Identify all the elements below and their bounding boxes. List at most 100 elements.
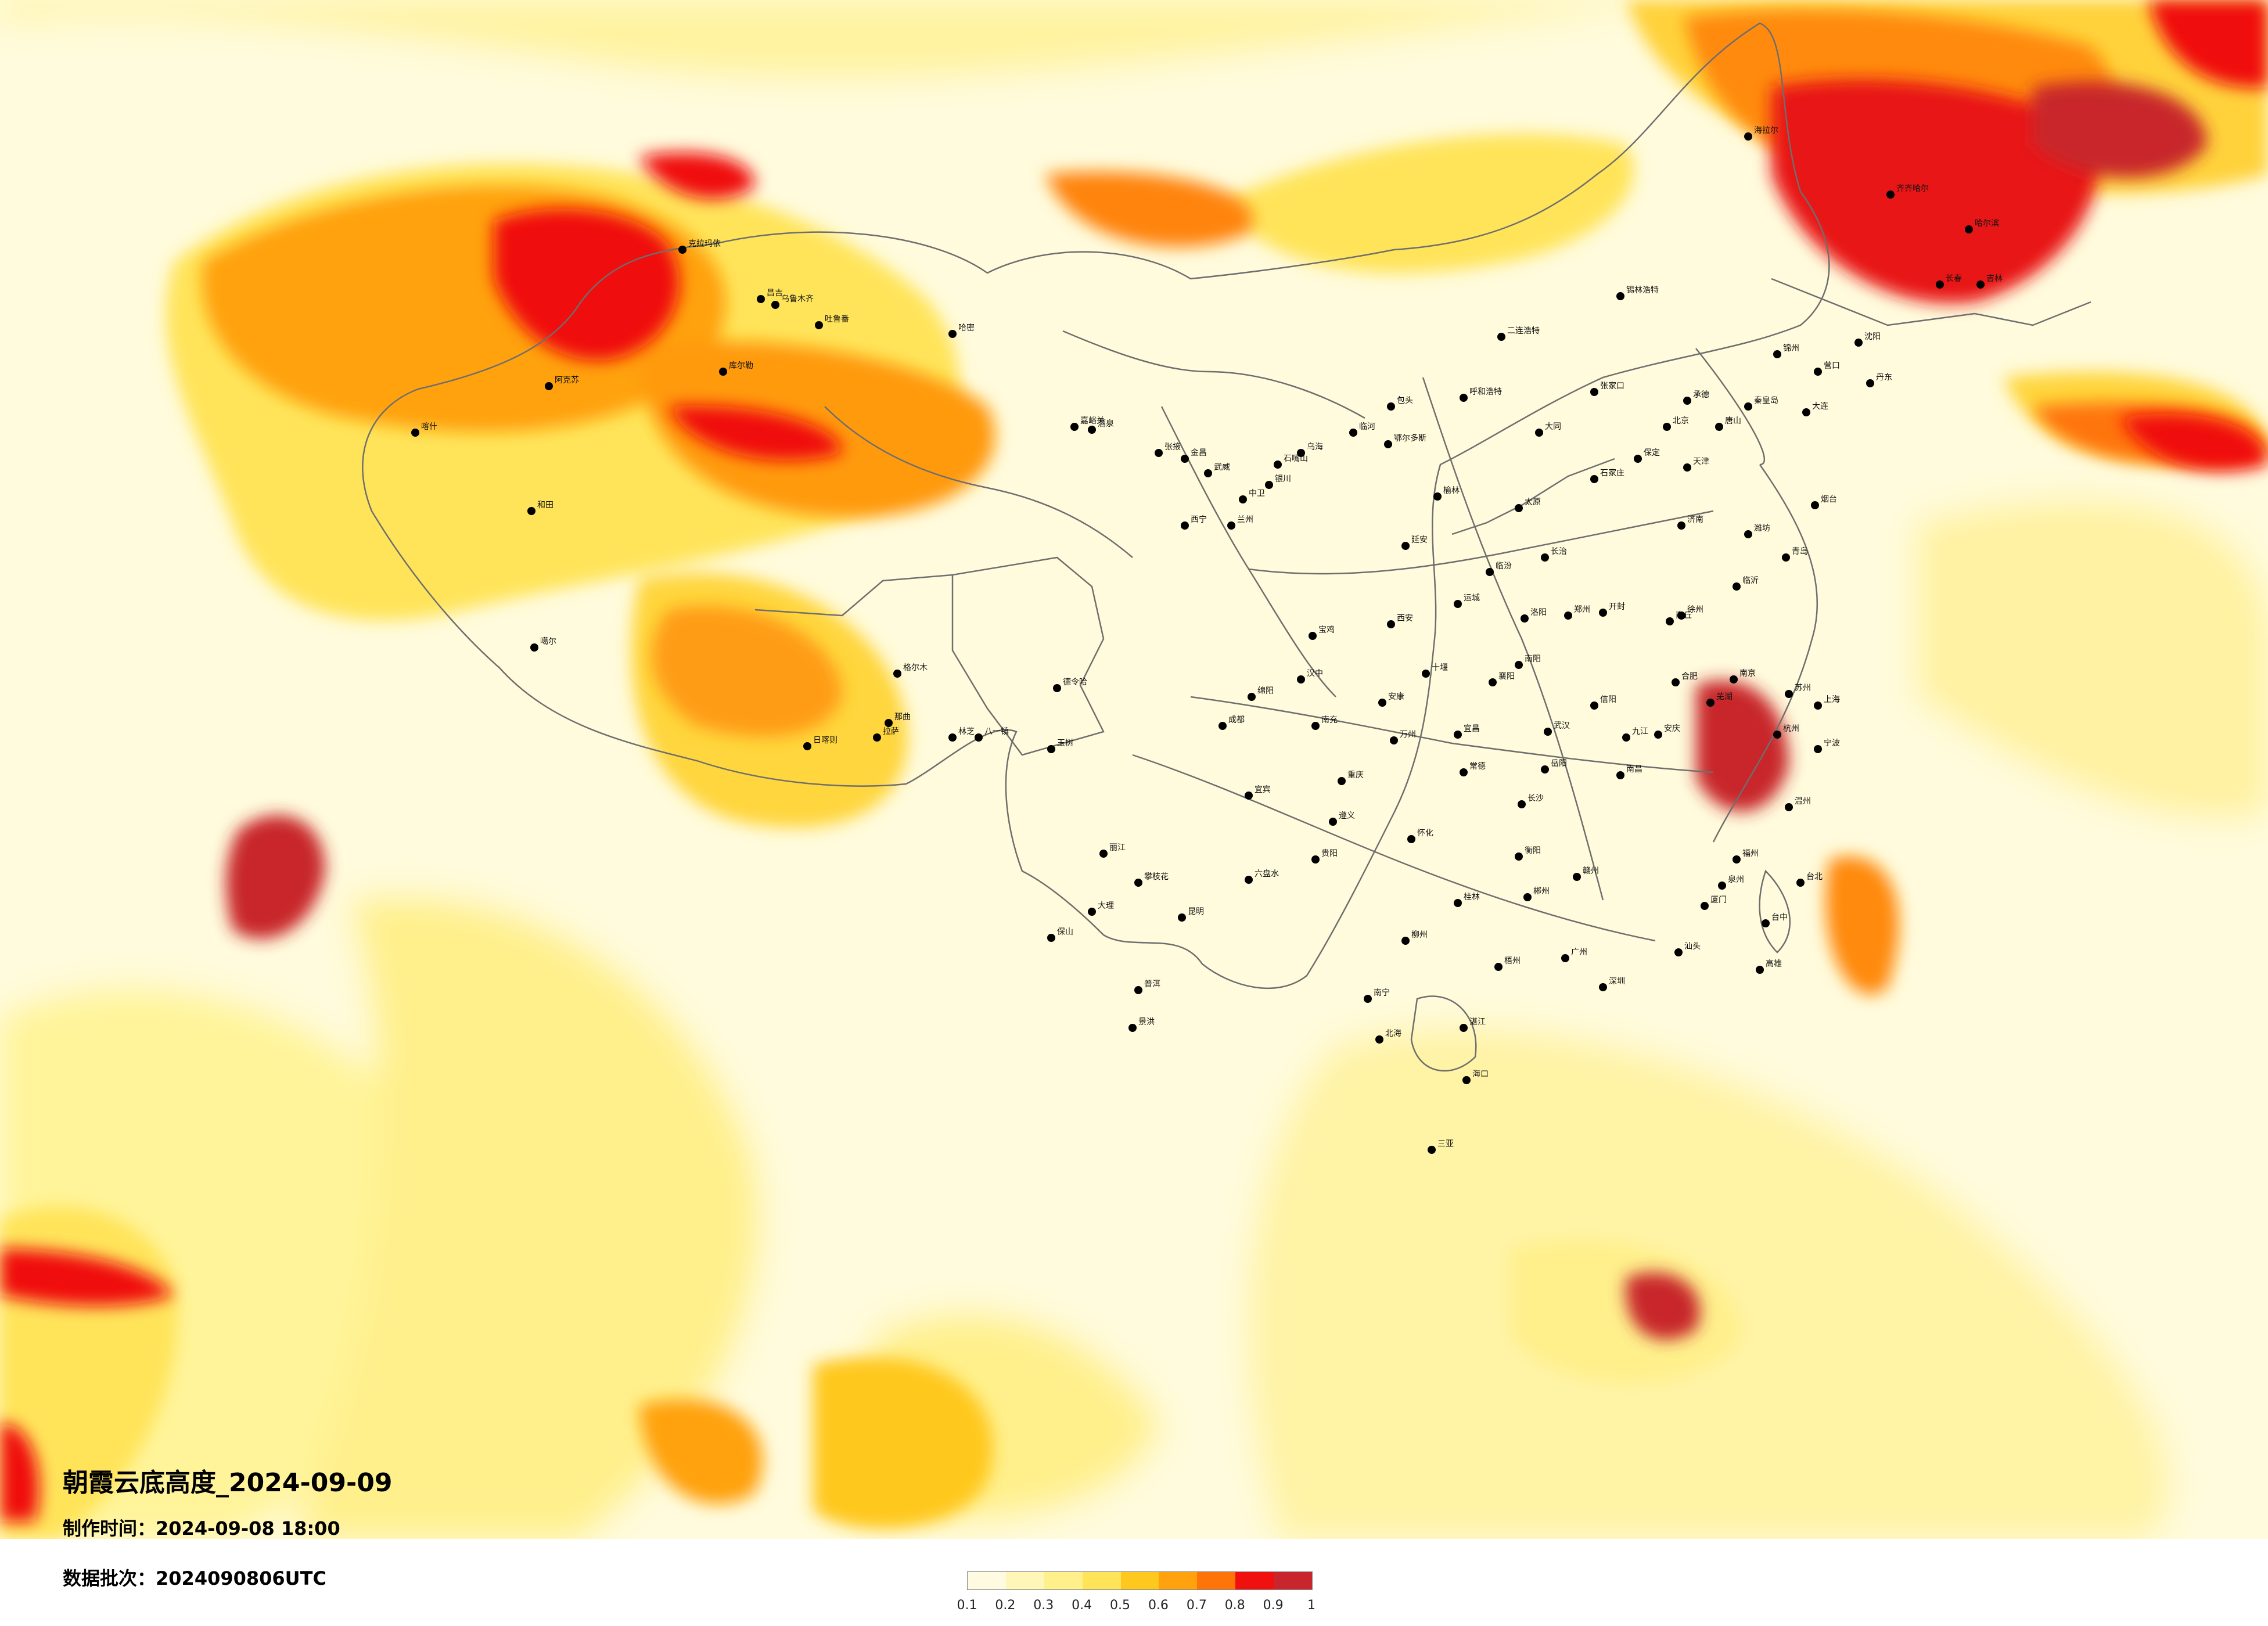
city-marker: 金昌 — [1181, 448, 1207, 463]
city-dot — [1428, 1146, 1436, 1154]
city-marker: 杭州 — [1773, 724, 1799, 739]
city-dot — [975, 733, 983, 742]
city-label: 郑州 — [1574, 605, 1590, 614]
city-label: 二连浩特 — [1507, 326, 1540, 336]
city-dot — [1515, 504, 1523, 512]
legend-tick-label: 0.6 — [1148, 1598, 1169, 1613]
legend-tick-label: 0.9 — [1263, 1598, 1284, 1613]
city-marker: 包头 — [1387, 396, 1413, 411]
city-marker: 福州 — [1733, 849, 1759, 864]
cloud-height-map[interactable]: 克拉玛依 昌吉 乌鲁木齐 吐鲁番 哈密 库尔勒 阿克苏 喀什 和田 噶尔 那曲 日喀则 拉萨 林芝 八一镇 格… — [0, 0, 2268, 1539]
city-dot — [1744, 530, 1752, 538]
production-time-label: 制作时间： — [63, 1517, 156, 1539]
city-dot — [1178, 913, 1186, 922]
city-label: 郴州 — [1533, 887, 1550, 896]
city-dot — [1683, 397, 1691, 405]
city-label: 宜昌 — [1464, 724, 1480, 733]
city-label: 榆林 — [1443, 486, 1460, 495]
city-dot — [1128, 1024, 1137, 1032]
city-dot — [948, 330, 957, 338]
city-label: 台中 — [1771, 913, 1788, 922]
city-dot — [1047, 934, 1055, 942]
city-marker: 鄂尔多斯 — [1384, 433, 1426, 448]
city-label: 酒泉 — [1098, 419, 1114, 429]
city-marker: 昌吉 — [757, 289, 783, 303]
city-dot — [1378, 699, 1386, 707]
city-marker: 石家庄 — [1590, 468, 1624, 483]
city-label: 深圳 — [1609, 977, 1625, 986]
city-marker: 武威 — [1204, 463, 1230, 477]
city-marker: 宁波 — [1814, 738, 1840, 753]
city-label: 泉州 — [1728, 875, 1744, 884]
city-label: 徐州 — [1687, 605, 1703, 614]
city-label: 汕头 — [1684, 942, 1701, 951]
city-marker: 承德 — [1683, 390, 1709, 405]
city-label: 高雄 — [1766, 959, 1782, 969]
city-marker: 赣州 — [1573, 866, 1599, 881]
legend-swatch — [968, 1572, 1006, 1589]
city-label: 天津 — [1693, 457, 1709, 466]
city-label: 唐山 — [1725, 416, 1741, 426]
city-dot — [1338, 777, 1346, 785]
city-marker: 乌海 — [1297, 443, 1323, 457]
city-dot — [803, 742, 811, 750]
city-label: 三亚 — [1437, 1139, 1454, 1149]
city-label: 和田 — [537, 501, 553, 510]
city-label: 大连 — [1812, 402, 1828, 411]
city-marker: 张家口 — [1590, 381, 1624, 396]
city-label: 海口 — [1472, 1070, 1489, 1079]
city-marker: 烟台 — [1811, 495, 1837, 509]
city-dot — [1674, 948, 1683, 956]
city-label: 济南 — [1687, 515, 1703, 524]
city-label: 洛阳 — [1530, 608, 1547, 617]
city-dot — [1616, 292, 1624, 300]
city-label: 岳阳 — [1551, 759, 1567, 768]
city-marker: 张掖 — [1155, 443, 1181, 457]
city-marker: 十堰 — [1422, 663, 1448, 678]
city-marker: 泉州 — [1718, 875, 1744, 890]
city-label: 张家口 — [1600, 381, 1624, 391]
city-label: 芜湖 — [1716, 692, 1733, 702]
city-dot — [1521, 614, 1529, 623]
city-label: 潍坊 — [1754, 524, 1770, 533]
city-label: 延安 — [1411, 535, 1428, 545]
city-label: 包头 — [1397, 396, 1413, 405]
city-dot — [1866, 379, 1874, 387]
city-marker: 唐山 — [1715, 416, 1741, 431]
city-dot — [1384, 440, 1392, 448]
city-dot — [815, 321, 823, 329]
city-label: 银川 — [1275, 474, 1291, 484]
city-dot — [411, 429, 419, 437]
city-dot — [1573, 873, 1581, 881]
city-label: 拉萨 — [883, 727, 899, 736]
city-label: 景洪 — [1138, 1017, 1155, 1027]
city-label: 六盘水 — [1255, 869, 1279, 879]
city-label: 林芝 — [958, 727, 975, 736]
city-label: 大理 — [1098, 901, 1114, 911]
city-label: 临沂 — [1742, 576, 1759, 585]
city-dot — [1663, 423, 1671, 431]
city-marker: 南宁 — [1364, 988, 1390, 1003]
city-dot — [757, 295, 765, 303]
legend-tick-label: 0.2 — [995, 1598, 1016, 1613]
city-dot — [1599, 609, 1607, 617]
city-label: 南昌 — [1626, 765, 1642, 774]
city-marker: 洛阳 — [1521, 608, 1547, 623]
city-label: 柳州 — [1411, 930, 1428, 940]
city-label: 常德 — [1469, 762, 1486, 771]
legend-colorbar — [967, 1571, 1313, 1590]
city-label: 齐齐哈尔 — [1896, 184, 1929, 193]
city-marker: 北海 — [1375, 1029, 1401, 1044]
cloud-field-red — [0, 0, 2268, 1521]
legend-swatch — [1274, 1572, 1312, 1589]
city-dot — [1715, 423, 1723, 431]
city-marker: 景洪 — [1128, 1017, 1155, 1032]
city-marker: 开封 — [1599, 602, 1625, 617]
city-dot — [1387, 620, 1395, 628]
city-marker: 深圳 — [1599, 977, 1625, 991]
city-marker: 高雄 — [1756, 959, 1782, 974]
city-dot — [1782, 553, 1790, 562]
city-dot — [1248, 693, 1256, 701]
city-label: 呼和浩特 — [1469, 387, 1502, 397]
city-marker: 台中 — [1762, 913, 1788, 927]
